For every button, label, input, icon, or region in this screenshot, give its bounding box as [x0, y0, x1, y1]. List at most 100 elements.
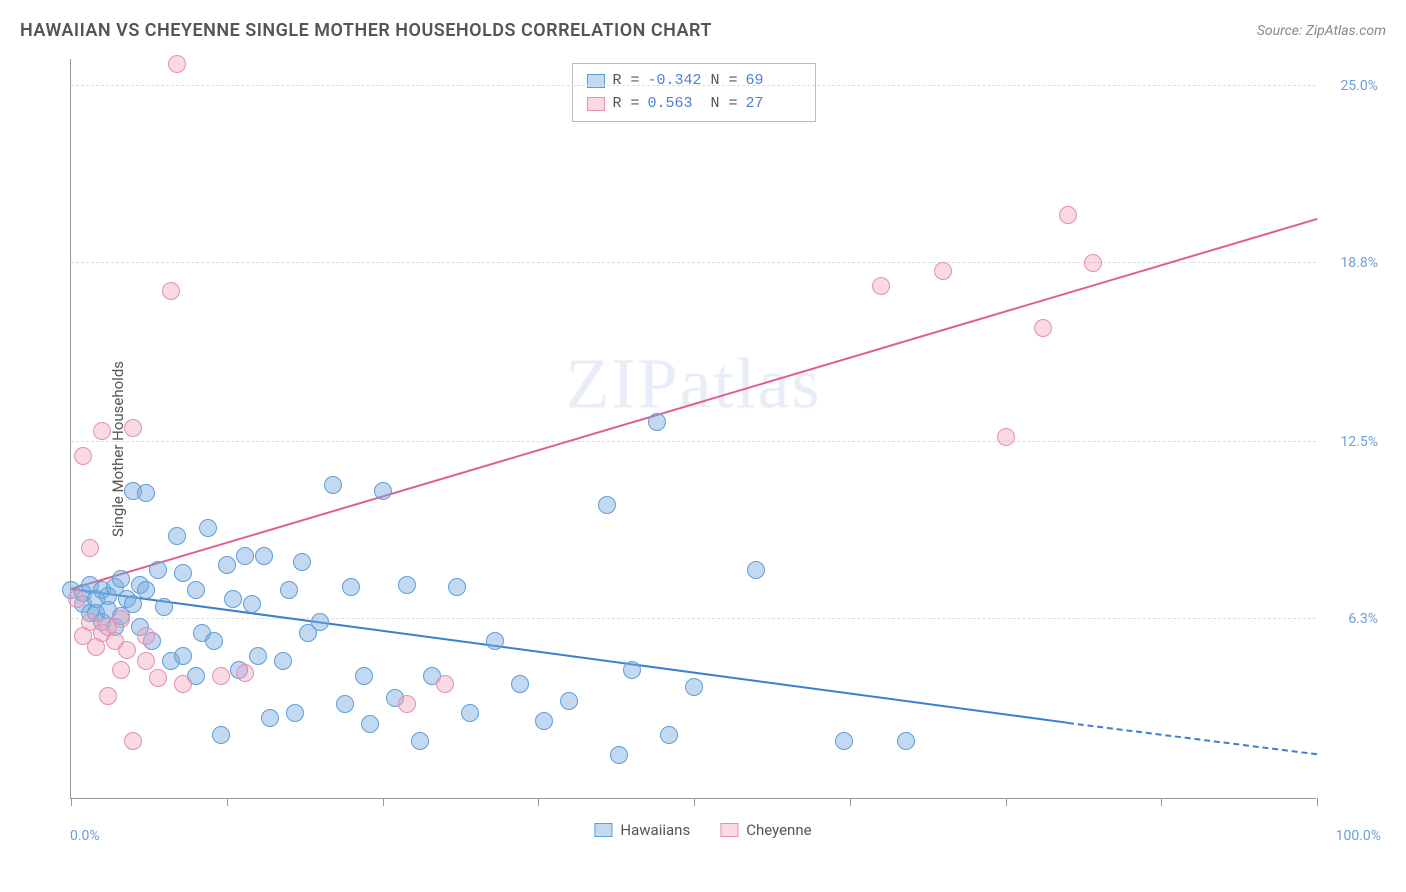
data-point	[448, 578, 466, 596]
data-point	[124, 419, 142, 437]
data-point	[374, 482, 392, 500]
data-point	[1084, 254, 1102, 272]
data-point	[897, 732, 915, 750]
data-point	[174, 647, 192, 665]
data-point	[355, 667, 373, 685]
data-point	[324, 476, 342, 494]
data-point	[461, 704, 479, 722]
r-value: 0.563	[648, 93, 703, 116]
data-point	[249, 647, 267, 665]
data-point	[236, 664, 254, 682]
data-point	[236, 547, 254, 565]
chart-header: HAWAIIAN VS CHEYENNE SINGLE MOTHER HOUSE…	[20, 20, 1386, 49]
data-point	[137, 581, 155, 599]
data-point	[224, 590, 242, 608]
data-point	[174, 675, 192, 693]
data-point	[81, 539, 99, 557]
r-value: -0.342	[648, 70, 703, 93]
data-point	[560, 692, 578, 710]
y-tick-label: 25.0%	[1323, 78, 1378, 94]
chart-title: HAWAIIAN VS CHEYENNE SINGLE MOTHER HOUSE…	[20, 20, 712, 41]
data-point	[118, 641, 136, 659]
data-point	[218, 556, 236, 574]
n-value: 27	[746, 93, 801, 116]
legend-swatch	[586, 97, 604, 111]
data-point	[280, 581, 298, 599]
r-label: R =	[612, 70, 639, 93]
data-point	[99, 687, 117, 705]
data-point	[199, 519, 217, 537]
data-point	[255, 547, 273, 565]
data-point	[685, 678, 703, 696]
data-point	[535, 712, 553, 730]
data-point	[137, 652, 155, 670]
n-label: N =	[711, 70, 738, 93]
legend-item: Cheyenne	[720, 821, 811, 839]
data-point	[274, 652, 292, 670]
data-point	[149, 669, 167, 687]
data-point	[137, 627, 155, 645]
x-tick-mark	[1006, 798, 1007, 806]
data-point	[598, 496, 616, 514]
data-point	[398, 695, 416, 713]
y-gridline	[71, 85, 1316, 86]
legend-item: Hawaiians	[594, 821, 690, 839]
correlation-legend: R =-0.342N =69R = 0.563N =27	[571, 63, 815, 122]
data-point	[436, 675, 454, 693]
data-point	[137, 484, 155, 502]
series-legend: Hawaiians Cheyenne	[594, 821, 811, 839]
data-point	[835, 732, 853, 750]
data-point	[187, 581, 205, 599]
data-point	[243, 595, 261, 613]
data-point	[623, 661, 641, 679]
data-point	[261, 709, 279, 727]
data-point	[174, 564, 192, 582]
x-tick-mark	[1161, 798, 1162, 806]
y-gridline	[71, 618, 1316, 619]
data-point	[511, 675, 529, 693]
plot-area: ZIPatlas R =-0.342N =69R = 0.563N =27 6.…	[70, 59, 1316, 799]
series-name: Hawaiians	[620, 821, 690, 839]
data-point	[660, 726, 678, 744]
data-point	[112, 570, 130, 588]
trend-line	[71, 218, 1318, 590]
data-point	[293, 553, 311, 571]
chart-source: Source: ZipAtlas.com	[1257, 23, 1386, 39]
data-point	[149, 561, 167, 579]
y-tick-label: 12.5%	[1323, 434, 1378, 450]
data-point	[124, 595, 142, 613]
x-axis-max-label: 100.0%	[1336, 828, 1381, 844]
series-name: Cheyenne	[746, 821, 811, 839]
data-point	[311, 613, 329, 631]
data-point	[205, 632, 223, 650]
data-point	[155, 598, 173, 616]
y-tick-label: 18.8%	[1323, 255, 1378, 271]
x-tick-mark	[1317, 798, 1318, 806]
data-point	[162, 282, 180, 300]
legend-swatch	[594, 823, 612, 837]
x-tick-mark	[850, 798, 851, 806]
n-label: N =	[711, 93, 738, 116]
data-point	[212, 726, 230, 744]
data-point	[747, 561, 765, 579]
data-point	[1034, 319, 1052, 337]
trend-line	[1068, 722, 1317, 755]
data-point	[112, 661, 130, 679]
y-tick-label: 6.3%	[1323, 611, 1378, 627]
x-tick-mark	[71, 798, 72, 806]
watermark: ZIPatlas	[566, 343, 822, 426]
data-point	[997, 428, 1015, 446]
data-point	[336, 695, 354, 713]
data-point	[74, 447, 92, 465]
data-point	[68, 590, 86, 608]
chart-container: Single Mother Households ZIPatlas R =-0.…	[20, 49, 1386, 849]
y-gridline	[71, 441, 1316, 442]
data-point	[872, 277, 890, 295]
data-point	[212, 667, 230, 685]
x-axis-min-label: 0.0%	[70, 828, 100, 844]
data-point	[411, 732, 429, 750]
data-point	[934, 262, 952, 280]
r-label: R =	[612, 93, 639, 116]
data-point	[610, 746, 628, 764]
data-point	[112, 610, 130, 628]
